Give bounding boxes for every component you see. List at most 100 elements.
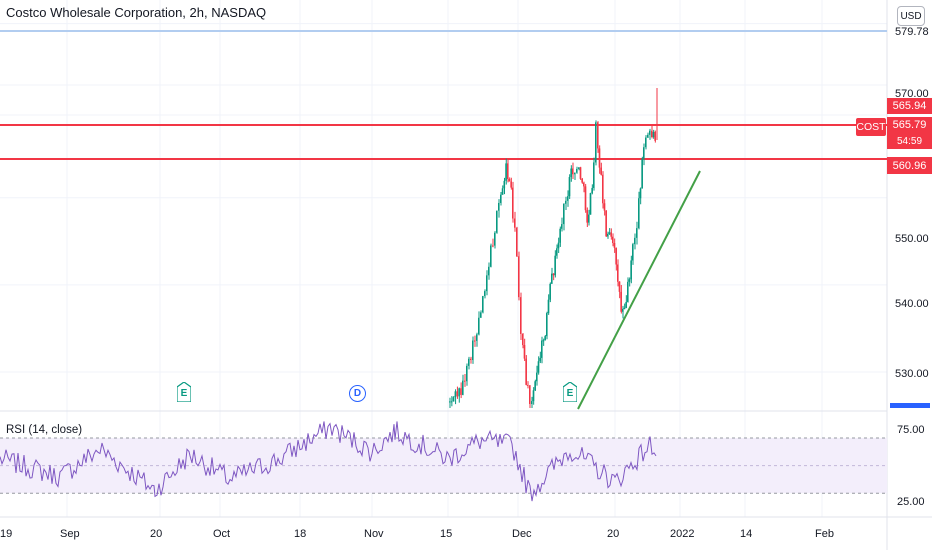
price-label-low: 560.96: [887, 157, 932, 174]
candle: [505, 163, 507, 181]
candle: [466, 365, 468, 382]
candle: [525, 358, 527, 385]
time-label-oct: Oct: [213, 528, 230, 540]
candle: [510, 181, 512, 188]
candle: [588, 214, 590, 223]
candle: [608, 232, 611, 234]
candle: [494, 232, 496, 246]
candle: [593, 162, 595, 188]
candle: [557, 242, 560, 249]
earnings-marker[interactable]: E: [563, 382, 577, 402]
candle: [581, 178, 583, 183]
price-label-570: 570.00: [895, 88, 929, 100]
candle: [541, 340, 543, 358]
time-label-19: 19: [0, 528, 12, 540]
price-label-high: 565.94: [887, 98, 932, 114]
candle: [498, 202, 500, 211]
candle: [627, 281, 629, 302]
candle: [639, 188, 642, 199]
price-label-550: 550.00: [895, 233, 929, 245]
candle: [478, 317, 480, 335]
rsi-label-75: 75.00: [897, 424, 925, 436]
dividend-marker[interactable]: D: [349, 385, 366, 402]
candle: [630, 260, 632, 280]
candle: [462, 380, 464, 395]
earnings-label: E: [566, 388, 574, 399]
candle: [643, 147, 645, 159]
candle: [547, 299, 550, 314]
candle: [628, 279, 631, 282]
candle: [529, 385, 531, 404]
candle: [539, 357, 541, 362]
candle: [572, 168, 574, 175]
candle: [568, 177, 571, 197]
rsi-legend[interactable]: RSI (14, close): [6, 424, 83, 436]
candle: [586, 210, 588, 223]
candle: [617, 264, 619, 282]
candle: [501, 188, 504, 195]
candle: [602, 174, 604, 204]
time-label-2022: 2022: [670, 528, 694, 540]
candle: [615, 247, 617, 265]
candle: [536, 372, 538, 382]
candle: [484, 291, 486, 297]
candle: [544, 336, 546, 341]
candle: [514, 218, 516, 228]
candle: [546, 313, 548, 337]
candle: [574, 172, 576, 175]
candle: [645, 137, 647, 148]
candle: [488, 266, 490, 276]
candle: [542, 340, 545, 342]
candle: [625, 301, 627, 308]
candle: [603, 203, 606, 211]
candle: [507, 163, 509, 180]
candle: [567, 196, 569, 201]
candle: [458, 388, 460, 397]
candle: [559, 228, 561, 243]
trendline: [577, 170, 701, 410]
time-label-dec: Dec: [512, 528, 532, 540]
currency-badge[interactable]: USD: [897, 6, 925, 26]
candle: [496, 210, 498, 233]
candle: [652, 131, 655, 138]
candle: [474, 340, 476, 342]
candle: [460, 388, 462, 395]
rsi-label-25: 25.00: [897, 496, 925, 508]
last-price-label: 565.79: [887, 117, 932, 133]
price-label-530: 530.00: [895, 368, 929, 380]
candle: [523, 345, 526, 359]
candle: [552, 273, 555, 276]
candle: [450, 401, 453, 403]
earnings-marker[interactable]: E: [177, 382, 191, 402]
candle: [641, 158, 643, 189]
candle: [565, 200, 567, 204]
candle: [449, 401, 451, 403]
candle: [452, 397, 455, 402]
price-label-540: 540.00: [895, 298, 929, 310]
candle: [589, 193, 592, 215]
chart-title: Costco Wholesale Corporation, 2h, NASDAQ: [6, 5, 267, 20]
candle: [632, 244, 634, 261]
time-label-14: 14: [740, 528, 752, 540]
candle: [595, 122, 597, 163]
candle: [584, 186, 587, 211]
candle: [500, 194, 502, 203]
candle: [470, 358, 472, 361]
candle: [537, 361, 540, 373]
time-label-18: 18: [294, 528, 306, 540]
candle: [486, 275, 488, 292]
candle: [554, 255, 556, 276]
candle: [556, 248, 558, 256]
candle: [492, 245, 494, 247]
candle: [618, 281, 621, 292]
time-label-feb: Feb: [815, 528, 834, 540]
candle: [623, 307, 626, 309]
time-label-sep: Sep: [60, 528, 80, 540]
candle: [636, 228, 638, 238]
candle: [610, 232, 612, 237]
candle: [551, 273, 553, 284]
candle: [468, 358, 470, 366]
candle: [456, 391, 459, 397]
